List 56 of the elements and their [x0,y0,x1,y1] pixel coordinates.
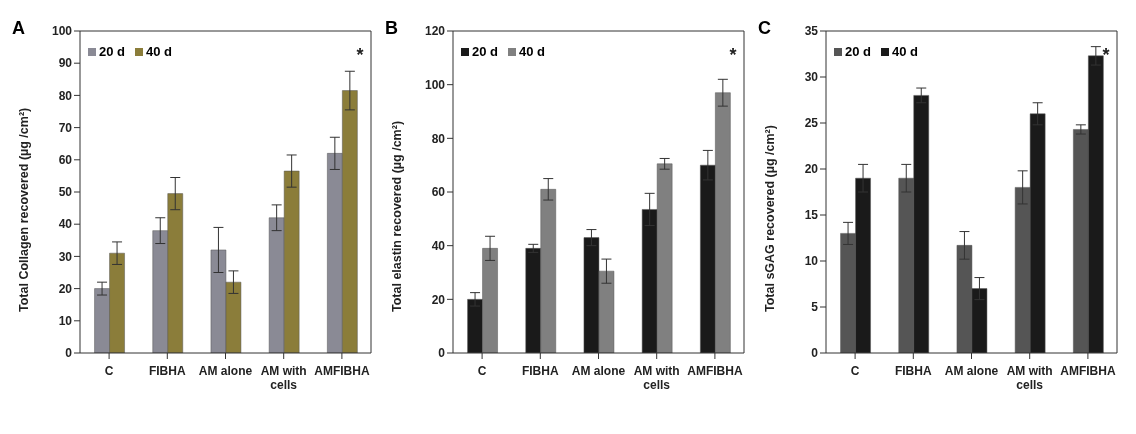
annotation: * [356,45,364,66]
x-tick-label: C [477,364,487,378]
x-tick-label: AM with cells [1006,364,1053,392]
y-tick-label: 100 [51,24,73,39]
y-tick-label: 20 [431,292,446,307]
y-tick-label: 30 [58,249,73,264]
x-tick-label: AM alone [571,364,626,378]
chart-title: A [12,18,25,39]
legend-label: 20 d [471,44,499,59]
x-tick-label: C [850,364,860,378]
y-tick-label: 5 [811,300,819,315]
chart-title: C [758,18,771,39]
y-tick-label: 100 [424,77,446,92]
legend-label: 20 d [98,44,126,59]
y-tick-label: 90 [58,56,73,71]
x-tick-label: AM alone [198,364,253,378]
x-tick-label: AM with cells [633,364,680,392]
y-tick-label: 80 [431,131,446,146]
legend-label: 40 d [891,44,919,59]
x-tick-label: FIBHA [521,364,559,378]
x-tick-label: FIBHA [894,364,932,378]
chart-title: B [385,18,398,39]
y-tick-label: 70 [58,120,73,135]
x-tick-label: AM alone [944,364,999,378]
x-tick-label: AMFIBHA [314,364,370,378]
y-tick-label: 0 [438,346,446,361]
y-tick-label: 50 [58,185,73,200]
y-tick-label: 80 [58,88,73,103]
legend-label: 20 d [844,44,872,59]
y-tick-label: 60 [431,185,446,200]
y-tick-label: 0 [65,346,73,361]
x-tick-label: AMFIBHA [687,364,743,378]
x-tick-label: C [104,364,114,378]
y-tick-label: 10 [804,254,819,269]
y-tick-label: 10 [58,314,73,329]
y-axis-title: Total sGAG recovered (µg /cm²) [763,125,778,312]
legend-label: 40 d [145,44,173,59]
y-tick-label: 40 [431,238,446,253]
annotation: * [729,45,737,66]
y-tick-label: 40 [58,217,73,232]
y-tick-label: 60 [58,153,73,168]
y-tick-label: 20 [58,281,73,296]
y-tick-label: 30 [804,70,819,85]
y-axis-title: Total Collagen recovered (µg /cm²) [17,107,32,312]
legend-label: 40 d [518,44,546,59]
y-tick-label: 0 [811,346,819,361]
annotation: * [1102,45,1110,66]
x-tick-label: FIBHA [148,364,186,378]
y-tick-label: 25 [804,116,819,131]
x-tick-label: AM with cells [260,364,307,392]
y-tick-label: 120 [424,24,446,39]
y-tick-label: 35 [804,24,819,39]
y-tick-label: 20 [804,162,819,177]
y-tick-label: 15 [804,208,819,223]
y-axis-title: Total elastin recovered (µg /cm²) [390,120,405,312]
x-tick-label: AMFIBHA [1060,364,1116,378]
